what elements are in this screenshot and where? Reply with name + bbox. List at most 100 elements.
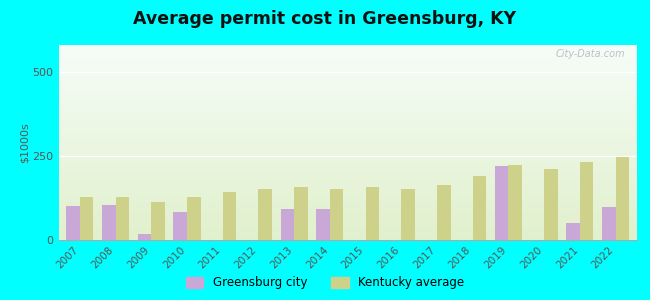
Bar [223,192,237,240]
Bar [58,201,637,202]
Bar [58,135,637,136]
Bar [58,227,637,228]
Bar [58,54,637,55]
Bar [58,199,637,200]
Bar [58,164,637,165]
Bar [58,116,637,117]
Bar [58,63,637,64]
Bar [102,205,116,240]
Bar [58,79,637,80]
Bar [580,162,593,240]
Bar [58,237,637,238]
Bar [58,130,637,131]
Bar [58,104,637,105]
Bar [58,85,637,86]
Bar [58,117,637,118]
Bar [58,190,637,191]
Bar [58,143,637,144]
Bar [58,186,637,187]
Bar [259,189,272,240]
Bar [58,185,637,186]
Bar [58,178,637,179]
Bar [58,60,637,61]
Bar [58,212,637,213]
Bar [58,125,637,126]
Bar [58,107,637,108]
Legend: Greensburg city, Kentucky average: Greensburg city, Kentucky average [181,272,469,294]
Bar [58,147,637,148]
Bar [58,108,637,109]
Bar [187,197,201,240]
Bar [58,202,637,203]
Bar [58,72,637,73]
Bar [58,213,637,214]
Bar [58,105,637,106]
Bar [58,142,637,143]
Bar [58,159,637,160]
Bar [58,93,637,94]
Bar [58,70,637,71]
Bar [58,86,637,87]
Bar [58,220,637,221]
Bar [58,158,637,159]
Bar [58,222,637,223]
Bar [58,169,637,170]
Bar [58,192,637,193]
Bar [58,236,637,237]
Bar [58,77,637,78]
Bar [58,95,637,96]
Bar [58,46,637,47]
Bar [58,55,637,56]
Bar [544,169,558,240]
Bar [495,166,508,240]
Bar [58,119,637,120]
Bar [58,110,637,111]
Bar [58,167,637,168]
Bar [58,160,637,161]
Bar [138,234,151,240]
Bar [58,229,637,230]
Bar [58,97,637,98]
Bar [58,214,637,215]
Bar [58,209,637,210]
Bar [508,165,522,240]
Bar [58,139,637,140]
Bar [58,98,637,99]
Bar [58,123,637,124]
Bar [58,223,637,224]
Bar [58,207,637,208]
Bar [66,206,80,240]
Bar [58,76,637,77]
Bar [58,88,637,89]
Bar [58,232,637,233]
Bar [58,87,637,88]
Bar [58,69,637,70]
Bar [174,212,187,240]
Bar [58,74,637,75]
Bar [58,66,637,67]
Bar [58,205,637,206]
Bar [58,196,637,197]
Bar [58,187,637,188]
Bar [58,171,637,172]
Bar [58,67,637,68]
Bar [58,49,637,50]
Bar [58,157,637,158]
Bar [58,109,637,110]
Bar [58,111,637,112]
Bar [58,208,637,209]
Bar [58,115,637,116]
Bar [58,230,637,231]
Bar [58,96,637,97]
Bar [58,206,637,207]
Bar [58,114,637,115]
Bar [58,146,637,147]
Bar [58,150,637,151]
Bar [58,62,637,63]
Bar [58,83,637,84]
Bar [58,90,637,91]
Bar [58,198,637,199]
Bar [58,193,637,194]
Bar [58,184,637,185]
Bar [58,215,637,216]
